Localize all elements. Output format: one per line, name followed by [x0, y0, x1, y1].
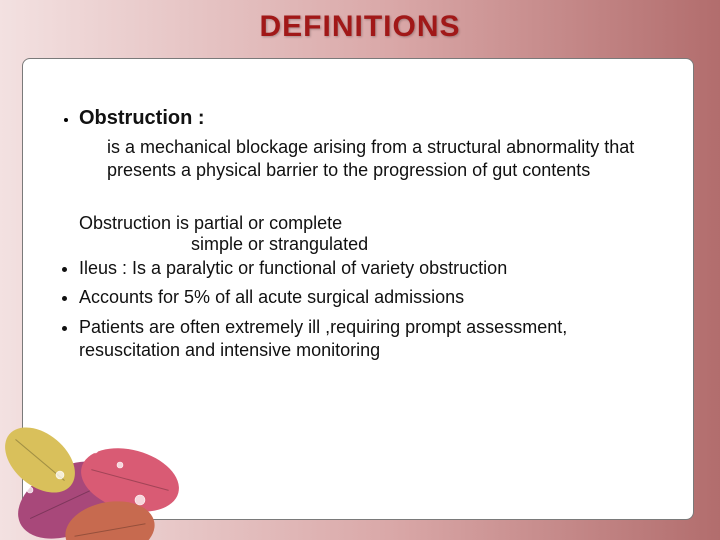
obstruction-subline-1: Obstruction is partial or complete	[79, 213, 665, 234]
bullet-list: Obstruction : is a mechanical blockage a…	[51, 107, 665, 181]
bullet-ileus: Ileus : Is a paralytic or functional of …	[79, 257, 665, 280]
obstruction-definition: is a mechanical blockage arising from a …	[107, 136, 665, 181]
content-box: Obstruction : is a mechanical blockage a…	[22, 58, 694, 520]
accounts-text: Accounts for 5% of all acute surgical ad…	[79, 287, 464, 307]
slide-title: DEFINITIONS	[0, 0, 720, 44]
bullet-accounts: Accounts for 5% of all acute surgical ad…	[79, 286, 665, 309]
patients-text: Patients are often extremely ill ,requir…	[79, 316, 665, 363]
bullet-patients: Patients are often extremely ill ,requir…	[79, 316, 665, 363]
obstruction-term: Obstruction :	[79, 107, 205, 129]
bullet-list-2: Ileus : Is a paralytic or functional of …	[51, 257, 665, 363]
bullet-obstruction: Obstruction : is a mechanical blockage a…	[79, 107, 665, 181]
slide: DEFINITIONS Obstruction : is a mechanica…	[0, 0, 720, 540]
ileus-text: Ileus : Is a paralytic or functional of …	[79, 258, 507, 278]
obstruction-subline-2: simple or strangulated	[191, 234, 665, 255]
spacer	[51, 187, 665, 213]
